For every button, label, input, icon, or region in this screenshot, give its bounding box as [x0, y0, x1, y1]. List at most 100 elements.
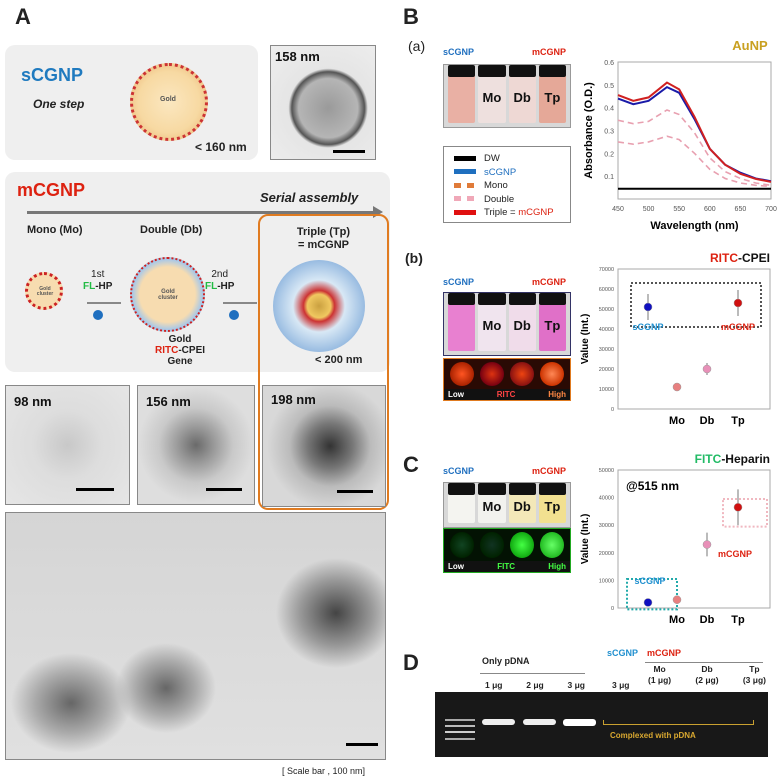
group-divider [480, 673, 585, 674]
high-label: High [548, 562, 566, 571]
step1-label: 1st FL-HP [83, 269, 112, 293]
scgnp-subtitle: One step [33, 97, 85, 111]
triple-particle-illustration [273, 260, 365, 352]
lane-amount: (1 μg) [648, 675, 672, 685]
triple-highlight-box: Triple (Tp) = mCGNP [258, 214, 389, 510]
scgnp-title: sCGNP [21, 65, 84, 85]
vial: Mo [478, 293, 506, 351]
arrow-head-icon [373, 206, 383, 218]
series-line-double [617, 109, 772, 187]
pdna-lane-labels: 1 μg 2 μg 3 μg [485, 680, 585, 690]
highlight-box [722, 497, 768, 528]
ritc-cpei-chart: RITC-CPEI 0 10000 20000 30000 40000 50000 60000… [580, 251, 771, 427]
data-point-scgnp [643, 302, 653, 312]
lane-label: 3 μg [612, 680, 630, 690]
mono-label: Mono (Mo) [27, 224, 83, 236]
complexed-label: Complexed with pDNA [610, 731, 696, 740]
step1-arrow [87, 302, 121, 304]
scale-bar [206, 488, 242, 491]
mcgnp-title: mCGNP [17, 180, 86, 200]
fluorescence-spot [480, 532, 504, 558]
mcgnp-arrow-label: mCGNP [532, 277, 567, 287]
chart-title-rest: -CPEI [738, 251, 770, 265]
mono-particle-illustration: Gold cluster [25, 272, 63, 310]
series-line-mono [617, 135, 772, 188]
legend-swatch [454, 169, 476, 175]
chart-title: FITC-Heparin [695, 452, 770, 466]
lane-label: 1 μg [485, 680, 503, 690]
serial-assembly-label: Serial assembly [260, 190, 359, 205]
fitc-heparin-chart: FITC-Heparin 0 10000 20000 30000 40000 50000 Mo… [580, 452, 771, 626]
lane-label: Mo (1 μg) [648, 664, 671, 686]
vials-photo-a: Mo Db Tp [443, 64, 571, 128]
double-particle-illustration: Gold cluster [130, 257, 205, 332]
x-tick-label: 700 [765, 206, 777, 213]
fluorescence-spot [540, 532, 564, 558]
mcgnp-arrow-label: mCGNP [532, 466, 567, 476]
fluorescence-spot [510, 362, 534, 386]
y-tick-label: 0.1 [604, 174, 614, 181]
legend-label: Mono [484, 180, 508, 191]
fl-text: FL [83, 281, 96, 292]
vial: Db [508, 483, 537, 523]
x-tick-label: 450 [612, 206, 624, 213]
data-point-db [702, 540, 712, 549]
y-tick-label: 0.4 [604, 106, 614, 113]
data-point-mo [672, 595, 682, 604]
x-tick-label: Tp [731, 614, 745, 626]
triple-line-1: Triple (Tp) [296, 226, 351, 238]
fluorescence-spot [480, 362, 504, 386]
annotation-scgnp: sCGNP [634, 576, 665, 586]
subpanel-b-label: (b) [405, 250, 423, 266]
legend-item: Triple = mCGNP [454, 206, 560, 220]
data-point-tp [733, 503, 743, 512]
x-tick-label: Db [700, 415, 715, 427]
scgnp-arrow-label: sCGNP [443, 466, 475, 476]
low-label: Low [448, 562, 464, 571]
chart-title-rest: -Heparin [721, 452, 770, 466]
lane-label: Db (2 μg) [695, 664, 718, 686]
legend-item: DW [454, 152, 560, 166]
y-tick-label: 0.3 [604, 129, 614, 136]
fl-hp-icon [93, 310, 103, 320]
group-divider [645, 662, 763, 663]
step2-arrow [223, 302, 257, 304]
chart-title-accent: FITC [695, 452, 722, 466]
mcgnp-box: mCGNP Serial assembly Mono (Mo) Double (… [5, 172, 390, 372]
ritc-fluorescence-strip: Low RITC High [443, 358, 571, 401]
x-tick-label: 500 [643, 206, 655, 213]
lane-label: 2 μg [526, 680, 544, 690]
ladder-band [445, 738, 475, 740]
highlight-box [626, 578, 678, 611]
y-tick-label: 0.2 [604, 151, 614, 158]
y-tick-label: 0.6 [604, 60, 614, 67]
gene-label: Gold RITC-CPEI Gene [155, 334, 205, 367]
vial: Tp [538, 65, 567, 123]
tem-image-triple: 198 nm [262, 385, 386, 507]
hp-text: -HP [217, 281, 235, 292]
gene-line-3: Gene [167, 356, 193, 367]
legend-item: Mono [454, 179, 560, 193]
vial: Mo [478, 65, 506, 123]
y-tick-label: 10000 [599, 578, 614, 584]
vial [448, 483, 476, 523]
legend-swatch [454, 196, 476, 202]
scgnp-size: < 160 nm [195, 140, 247, 154]
lane-name: Tp [749, 664, 760, 674]
vial: Db [508, 65, 537, 123]
scgnp-box: sCGNP One step Gold < 160 nm [5, 45, 258, 160]
plot-area [617, 61, 772, 200]
dna-band [482, 719, 515, 725]
x-axis-label: Wavelength (nm) [650, 220, 739, 232]
vial: Tp [538, 483, 567, 523]
x-tick-label: Tp [731, 415, 745, 427]
low-label: Low [448, 390, 464, 399]
double-label: Double (Db) [140, 224, 203, 236]
spectrum-legend: DW sCGNP Mono Double Triple = mCGNP [443, 146, 571, 223]
legend-swatch [454, 182, 476, 188]
ritc-text: RITC [155, 345, 179, 356]
vial: Tp [538, 293, 567, 351]
legend-label-accent: mCGNP [518, 207, 554, 218]
lane-label: Tp (3 μg) [743, 664, 766, 686]
tem-size-label: 158 nm [275, 49, 320, 64]
